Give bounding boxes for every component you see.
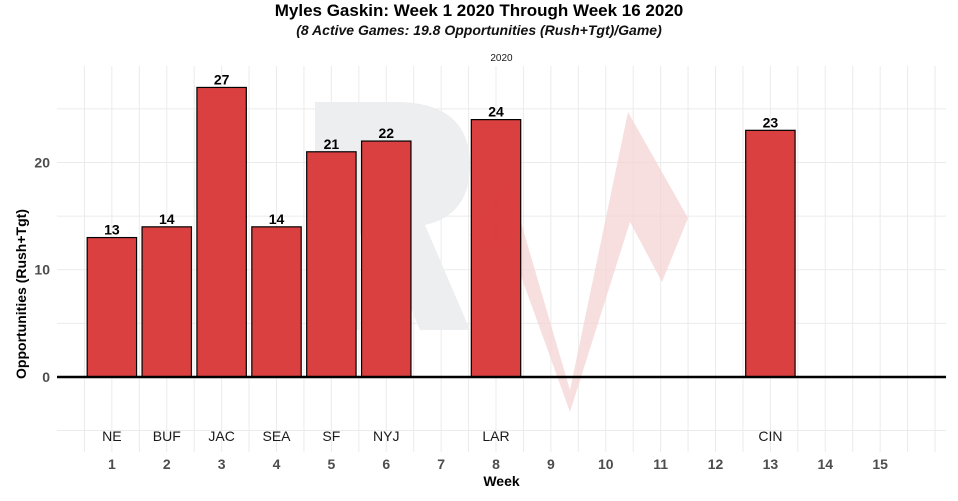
team-label: SF (322, 428, 340, 444)
bar-week-4 (251, 226, 302, 378)
x-tick-label: 3 (218, 456, 226, 472)
x-tick-label: 4 (273, 456, 281, 472)
value-label: 13 (104, 222, 120, 238)
x-tick-label: 7 (437, 456, 445, 472)
x-tick-label: 8 (492, 456, 500, 472)
x-tick-label: 11 (653, 456, 668, 472)
facet-label: 2020 (490, 53, 513, 64)
x-tick-label: 10 (598, 456, 614, 472)
value-labels: 13 14 27 14 21 22 24 23 (104, 71, 778, 237)
bar-week-8 (470, 119, 522, 378)
value-label: 21 (324, 136, 340, 152)
x-axis-ticks: 1 2 3 4 5 6 7 8 9 10 11 12 13 14 15 (108, 456, 888, 472)
bar-week-5 (306, 151, 357, 378)
y-tick-label: 0 (42, 369, 50, 385)
team-label: NE (102, 428, 121, 444)
y-axis-ticks: 0 10 20 (34, 155, 50, 385)
bar-week-6 (360, 140, 412, 378)
x-tick-label: 1 (108, 456, 116, 472)
bar-week-13 (745, 129, 796, 378)
value-label: 14 (159, 211, 175, 227)
chart-title: Myles Gaskin: Week 1 2020 Through Week 1… (274, 1, 684, 20)
x-tick-label: 2 (163, 456, 171, 472)
bar-week-1 (86, 236, 138, 378)
y-tick-label: 20 (34, 155, 50, 171)
y-axis-title: Opportunities (Rush+Tgt) (13, 209, 29, 379)
chart-subtitle: (8 Active Games: 19.8 Opportunities (Rus… (296, 22, 662, 38)
team-labels: NE BUF JAC SEA SF NYJ LAR CIN (102, 428, 782, 444)
x-axis-title: Week (483, 473, 520, 489)
value-label: 24 (488, 104, 504, 120)
team-label: JAC (208, 428, 234, 444)
team-label: BUF (153, 428, 181, 444)
value-label: 27 (214, 71, 230, 87)
y-tick-label: 10 (34, 262, 50, 278)
value-label: 14 (269, 211, 285, 227)
bar-week-2 (141, 226, 193, 378)
x-tick-label: 9 (547, 456, 555, 472)
x-tick-label: 13 (763, 456, 779, 472)
team-label: CIN (758, 428, 782, 444)
x-tick-label: 14 (817, 456, 833, 472)
bar-week-3 (196, 86, 247, 378)
value-label: 23 (763, 114, 779, 130)
team-label: NYJ (373, 428, 399, 444)
team-label: LAR (482, 428, 509, 444)
x-tick-label: 12 (708, 456, 724, 472)
team-label: SEA (262, 428, 291, 444)
x-tick-label: 5 (327, 456, 335, 472)
value-label: 22 (378, 125, 394, 141)
x-tick-label: 15 (872, 456, 888, 472)
x-tick-label: 6 (382, 456, 390, 472)
